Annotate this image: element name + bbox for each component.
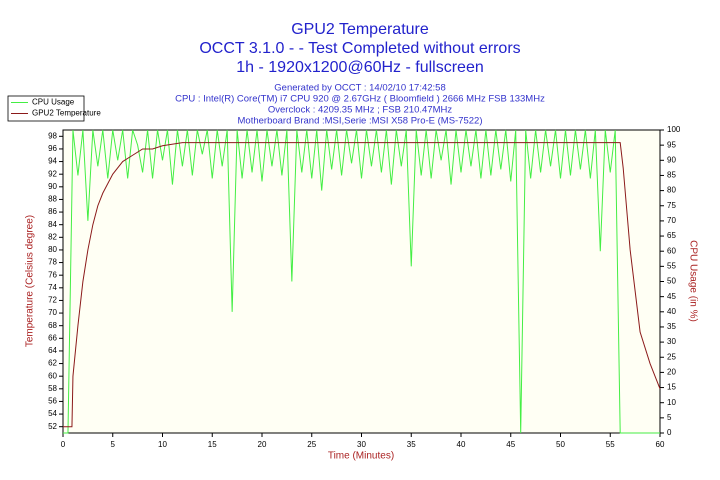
y-tick-label: 90 [48, 182, 57, 191]
y-tick-label: 52 [48, 422, 57, 431]
y-tick-label: 84 [48, 220, 57, 229]
legend-label: GPU2 Temperature [32, 109, 101, 118]
y2-tick-label: 25 [667, 352, 676, 361]
series-line [63, 129, 660, 434]
y2-tick-label: 20 [667, 368, 676, 377]
series-line [63, 142, 661, 428]
y-tick-label: 54 [48, 409, 57, 418]
x-tick-label: 45 [506, 440, 515, 449]
y2-tick-label: 70 [667, 216, 676, 225]
x-axis-label: Time (Minutes) [328, 451, 394, 462]
y2-tick-label: 15 [667, 383, 676, 392]
plot-area [62, 129, 661, 434]
y-tick-label: 92 [48, 169, 57, 178]
y-tick-label: 72 [48, 296, 57, 305]
x-tick-label: 10 [158, 440, 167, 449]
chart-subtitle: 1h - 1920x1200@60Hz - fullscreen [236, 59, 484, 76]
y-tick-label: 94 [48, 157, 57, 166]
y2-tick-label: 10 [667, 398, 676, 407]
y-axis-label: Temperature (Celsius degree) [25, 215, 36, 347]
x-tick-label: 5 [111, 440, 116, 449]
y2-tick-label: 35 [667, 322, 676, 331]
y2-tick-label: 60 [667, 246, 676, 255]
y-tick-label: 74 [48, 283, 57, 292]
y-tick-label: 78 [48, 258, 57, 267]
y2-tick-label: 0 [667, 428, 672, 437]
y2-tick-label: 100 [667, 125, 681, 134]
y-tick-label: 96 [48, 144, 57, 153]
info-line: Generated by OCCT : 14/02/10 17:42:58 [274, 83, 445, 94]
info-line: Overclock : 4209.35 MHz ; FSB 210.47MHz [268, 105, 453, 116]
y2-tick-label: 30 [667, 337, 676, 346]
y-tick-label: 88 [48, 195, 57, 204]
x-tick-label: 60 [656, 440, 665, 449]
y2-tick-label: 5 [667, 413, 672, 422]
y2-tick-label: 95 [667, 140, 676, 149]
legend-label: CPU Usage [32, 98, 75, 107]
y-tick-label: 68 [48, 321, 57, 330]
y-tick-label: 82 [48, 232, 57, 241]
info-line: Motherboard Brand :MSI,Serie :MSI X58 Pr… [238, 116, 483, 127]
x-tick-label: 0 [61, 440, 66, 449]
x-tick-label: 55 [606, 440, 615, 449]
chart-title: GPU2 Temperature [291, 21, 429, 38]
legend-box [7, 95, 85, 122]
y2-axis-label: CPU Usage (in %) [687, 240, 698, 322]
x-tick-label: 15 [208, 440, 217, 449]
x-tick-label: 50 [556, 440, 565, 449]
x-tick-label: 35 [407, 440, 416, 449]
y-tick-label: 80 [48, 245, 57, 254]
y2-tick-label: 40 [667, 307, 676, 316]
y-tick-label: 86 [48, 207, 57, 216]
info-line: CPU : Intel(R) Core(TM) i7 CPU 920 @ 2.6… [175, 94, 545, 105]
y-tick-label: 62 [48, 359, 57, 368]
y2-tick-label: 50 [667, 277, 676, 286]
chart-subtitle: OCCT 3.1.0 - - Test Completed without er… [199, 40, 520, 57]
y-tick-label: 76 [48, 270, 57, 279]
y2-tick-label: 55 [667, 261, 676, 270]
y-tick-label: 64 [48, 346, 57, 355]
y-tick-label: 56 [48, 397, 57, 406]
y-tick-label: 70 [48, 308, 57, 317]
y2-tick-label: 75 [667, 201, 676, 210]
x-tick-label: 40 [457, 440, 466, 449]
y-tick-label: 66 [48, 333, 57, 342]
x-tick-label: 20 [258, 440, 267, 449]
y2-tick-label: 65 [667, 231, 676, 240]
x-tick-label: 30 [357, 440, 366, 449]
y-tick-label: 58 [48, 384, 57, 393]
y-tick-label: 98 [48, 131, 57, 140]
y2-tick-label: 45 [667, 292, 676, 301]
y2-tick-label: 90 [667, 155, 676, 164]
y-tick-label: 60 [48, 371, 57, 380]
y2-tick-label: 85 [667, 171, 676, 180]
x-tick-label: 25 [307, 440, 316, 449]
y2-tick-label: 80 [667, 186, 676, 195]
